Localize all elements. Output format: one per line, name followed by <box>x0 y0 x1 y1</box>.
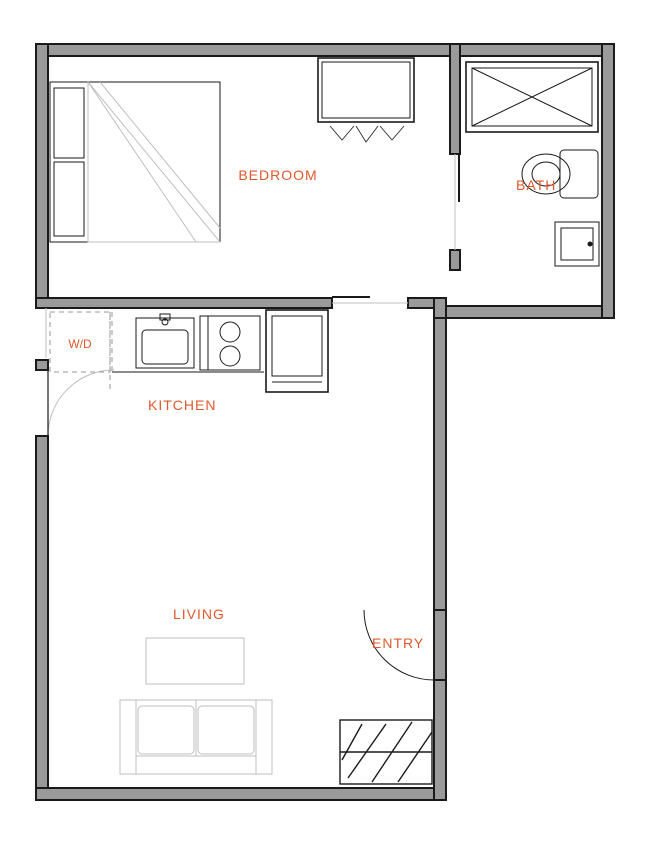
doors <box>46 154 459 680</box>
label-entry: ENTRY <box>372 635 424 651</box>
walls <box>36 44 614 800</box>
entry-mat <box>340 720 432 784</box>
kitchen-sink <box>136 314 194 368</box>
cooktop <box>200 316 260 370</box>
kitchen <box>50 310 328 392</box>
floor-plan: .wall { fill: var(--wall-fill); stroke: … <box>0 0 650 841</box>
fridge <box>266 310 328 392</box>
living-furniture <box>120 638 272 774</box>
wardrobe <box>318 58 414 142</box>
label-bedroom: BEDROOM <box>238 167 317 183</box>
bath-fixtures <box>466 62 599 266</box>
label-bath: BATH <box>516 177 556 193</box>
bed <box>50 82 220 242</box>
room-labels: BEDROOM BATH KITCHEN LIVING ENTRY W/D <box>68 167 556 651</box>
coffee-table <box>146 638 244 684</box>
sofa <box>120 700 272 774</box>
wd-closet <box>50 312 110 390</box>
label-wd: W/D <box>68 337 92 351</box>
label-kitchen: KITCHEN <box>148 397 216 413</box>
bath-sink <box>555 222 599 266</box>
bedroom-furniture <box>50 58 414 242</box>
label-living: LIVING <box>173 606 225 622</box>
tub <box>466 62 598 132</box>
